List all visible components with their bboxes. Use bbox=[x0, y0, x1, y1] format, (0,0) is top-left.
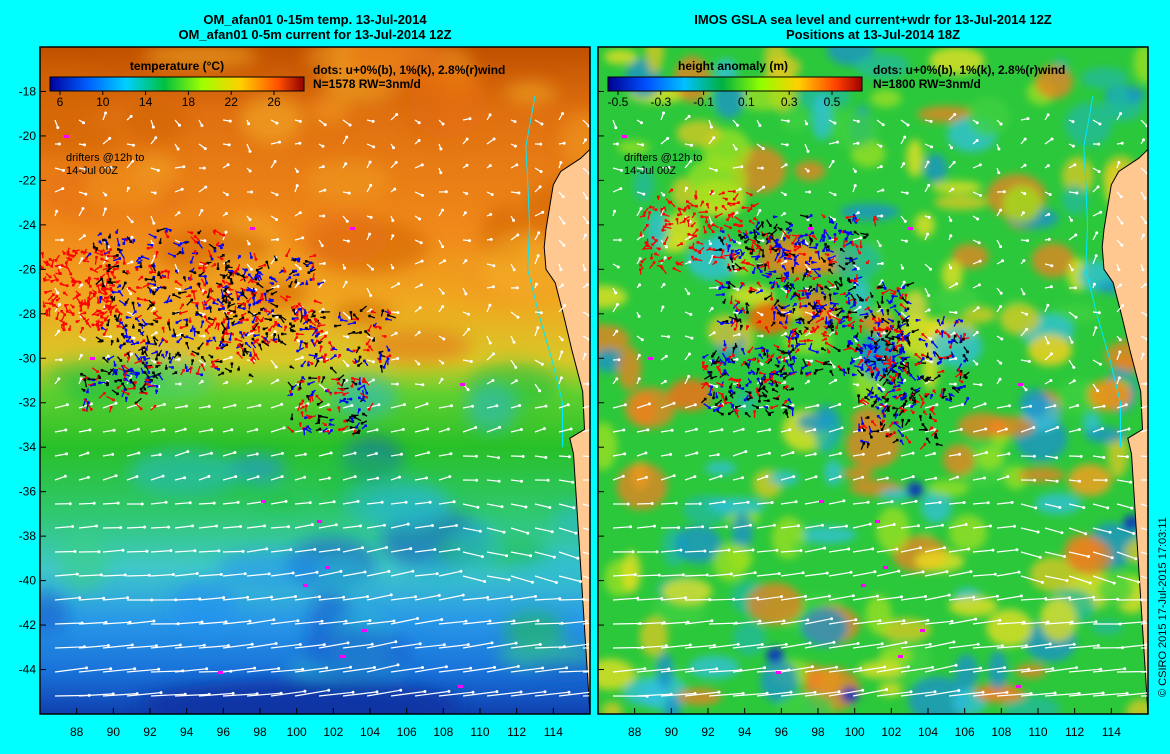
colorbar-tick-label: 22 bbox=[225, 95, 239, 109]
colorbar-tick-label: 10 bbox=[96, 95, 110, 109]
left-longitude-axis: 88 90 92 94 96 98 100 102 104 106 108 110 112 114 bbox=[70, 708, 563, 739]
colorbar-tick-label: -0.1 bbox=[693, 95, 714, 109]
colorbar-tick-label: -0.3 bbox=[650, 95, 671, 109]
lon-tick-label: 96 bbox=[775, 725, 789, 739]
height-colorbar-label: height anomaly (m) bbox=[678, 59, 788, 73]
lon-tick-label: 98 bbox=[811, 725, 825, 739]
right-drifter-note-line1: drifters @12h to bbox=[624, 152, 702, 164]
lon-tick-label: 98 bbox=[253, 725, 267, 739]
land-mass bbox=[543, 47, 590, 714]
temperature-colorbar-label: temperature (°C) bbox=[130, 59, 224, 73]
left-dots-count: N=1578 RW=3nm/d bbox=[313, 77, 421, 91]
lon-tick-label: 88 bbox=[70, 725, 84, 739]
colorbar-tick-label: 14 bbox=[139, 95, 153, 109]
lon-tick-label: 94 bbox=[738, 725, 752, 739]
lon-tick-label: 90 bbox=[665, 725, 679, 739]
land-mass bbox=[1101, 47, 1148, 714]
temperature-colorbar: temperature (°C) 6 10 14 18 22 26 bbox=[49, 59, 305, 109]
lon-tick-label: 108 bbox=[433, 725, 453, 739]
colorbar-tick-label: 6 bbox=[57, 95, 64, 109]
lon-tick-label: 114 bbox=[1102, 725, 1121, 739]
colorbar-tick-label: -0.5 bbox=[608, 95, 629, 109]
right-dots-legend: dots: u+0%(b), 1%(k), 2.8%(r)wind bbox=[873, 63, 1065, 77]
lon-tick-label: 92 bbox=[143, 725, 157, 739]
left-title-line1: OM_afan01 0-15m temp. 13-Jul-2014 bbox=[203, 12, 427, 27]
lon-tick-label: 106 bbox=[955, 725, 975, 739]
lon-tick-label: 112 bbox=[507, 725, 526, 739]
lat-tick-label: -34 bbox=[19, 440, 37, 454]
right-title: IMOS GSLA sea level and current+wdr for … bbox=[598, 12, 1148, 42]
lon-tick-label: 106 bbox=[397, 725, 417, 739]
lon-tick-label: 114 bbox=[544, 725, 563, 739]
lon-tick-label: 88 bbox=[628, 725, 642, 739]
shelf-contour bbox=[1083, 95, 1121, 448]
left-dots-legend: dots: u+0%(b), 1%(k), 2.8%(r)wind bbox=[313, 63, 505, 77]
lat-tick-label: -38 bbox=[19, 529, 37, 543]
lat-tick-label: -42 bbox=[19, 618, 37, 632]
right-title-line1: IMOS GSLA sea level and current+wdr for … bbox=[694, 12, 1052, 27]
colorbar-tick-label: 0.1 bbox=[738, 95, 755, 109]
lon-tick-label: 96 bbox=[217, 725, 231, 739]
sea-level-map bbox=[598, 47, 1148, 714]
lat-tick-label: -20 bbox=[19, 129, 37, 143]
lon-tick-label: 100 bbox=[845, 725, 865, 739]
left-map-frame bbox=[39, 46, 591, 715]
lat-tick-label: -40 bbox=[19, 574, 37, 588]
left-title-line2: OM_afan01 0-5m current for 13-Jul-2014 1… bbox=[178, 27, 452, 42]
lat-tick-label: -36 bbox=[19, 485, 37, 499]
lat-tick-label: -24 bbox=[19, 218, 37, 232]
colorbar-tick-label: 18 bbox=[182, 95, 196, 109]
left-title: OM_afan01 0-15m temp. 13-Jul-2014 OM_afa… bbox=[40, 12, 590, 42]
lon-tick-label: 104 bbox=[360, 725, 380, 739]
right-drifter-note-line2: 14-Jul 00Z bbox=[624, 165, 676, 177]
right-map-frame bbox=[597, 46, 1149, 715]
lat-tick-label: -28 bbox=[19, 307, 37, 321]
right-longitude-axis: 88 90 92 94 96 98 100 102 104 106 108 110 112 114 bbox=[628, 708, 1121, 739]
lat-tick-label: -26 bbox=[19, 262, 37, 276]
lon-tick-label: 94 bbox=[180, 725, 194, 739]
left-drifter-note-line2: 14-Jul 00Z bbox=[66, 165, 118, 177]
lon-tick-label: 102 bbox=[881, 725, 901, 739]
left-drifter-note-line1: drifters @12h to bbox=[66, 152, 144, 164]
lon-tick-label: 104 bbox=[918, 725, 938, 739]
shelf-contour bbox=[525, 95, 563, 448]
colorbar-tick-label: 0.3 bbox=[781, 95, 798, 109]
lon-tick-label: 112 bbox=[1065, 725, 1084, 739]
right-dots-count: N=1800 RW=3nm/d bbox=[873, 77, 981, 91]
latitude-axis: -18 -20 -22 -24 -26 -28 -30 -32 -34 -36 -38 -40 -42 -… bbox=[19, 84, 604, 677]
lat-tick-label: -22 bbox=[19, 173, 37, 187]
height-colorbar: height anomaly (m) -0.5 -0.3 -0.1 0.1 0.3 0.5 bbox=[607, 59, 863, 109]
lon-tick-label: 110 bbox=[470, 725, 489, 739]
lat-tick-label: -32 bbox=[19, 396, 37, 410]
lon-tick-label: 108 bbox=[991, 725, 1011, 739]
right-title-line2: Positions at 13-Jul-2014 18Z bbox=[785, 27, 961, 42]
lat-tick-label: -18 bbox=[19, 84, 37, 98]
colorbar-tick-label: 26 bbox=[267, 95, 281, 109]
lon-tick-label: 110 bbox=[1028, 725, 1047, 739]
copyright-text: © CSIRO 2015 17-Jul-2015 17:03:11 bbox=[1157, 517, 1169, 697]
temperature-map bbox=[40, 47, 590, 714]
lon-tick-label: 102 bbox=[323, 725, 343, 739]
lon-tick-label: 92 bbox=[701, 725, 715, 739]
lon-tick-label: 100 bbox=[287, 725, 307, 739]
lat-tick-label: -44 bbox=[19, 663, 37, 677]
lon-tick-label: 90 bbox=[107, 725, 121, 739]
colorbar-tick-label: 0.5 bbox=[824, 95, 841, 109]
lat-tick-label: -30 bbox=[19, 351, 37, 365]
